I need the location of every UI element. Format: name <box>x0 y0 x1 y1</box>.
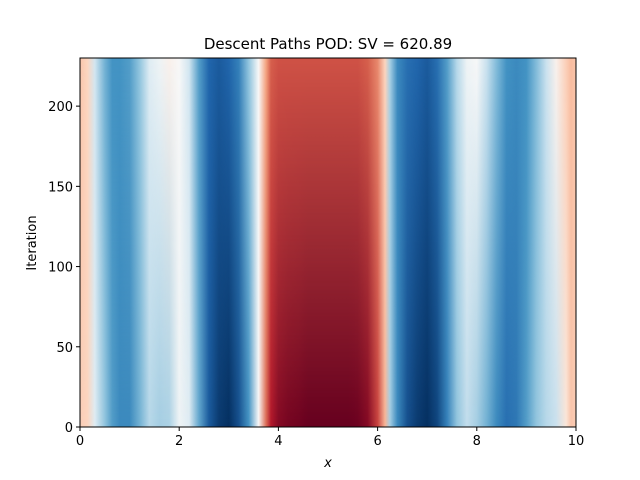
y-tick-label: 100 <box>48 261 73 276</box>
x-tick-label: 10 <box>568 434 585 449</box>
heatmap-layer-top <box>80 58 576 427</box>
x-tick-label: 6 <box>373 434 381 449</box>
y-tick-label: 50 <box>56 341 73 356</box>
x-tick-label: 4 <box>274 434 282 449</box>
x-axis: 0 2 4 6 8 10 <box>76 427 584 449</box>
x-tick-label: 8 <box>473 434 481 449</box>
x-tick-label: 2 <box>175 434 183 449</box>
x-axis-label: x <box>323 456 332 471</box>
plot-area <box>79 57 577 428</box>
y-tick-label: 200 <box>48 100 73 115</box>
x-tick-label: 0 <box>76 434 84 449</box>
y-axis: 0 50 100 150 200 <box>48 100 80 436</box>
chart-title: Descent Paths POD: SV = 620.89 <box>204 35 452 53</box>
y-tick-label: 0 <box>65 421 73 436</box>
plot-frame <box>79 57 577 428</box>
y-axis-label: Iteration <box>25 215 40 270</box>
y-tick-label: 150 <box>48 180 73 195</box>
